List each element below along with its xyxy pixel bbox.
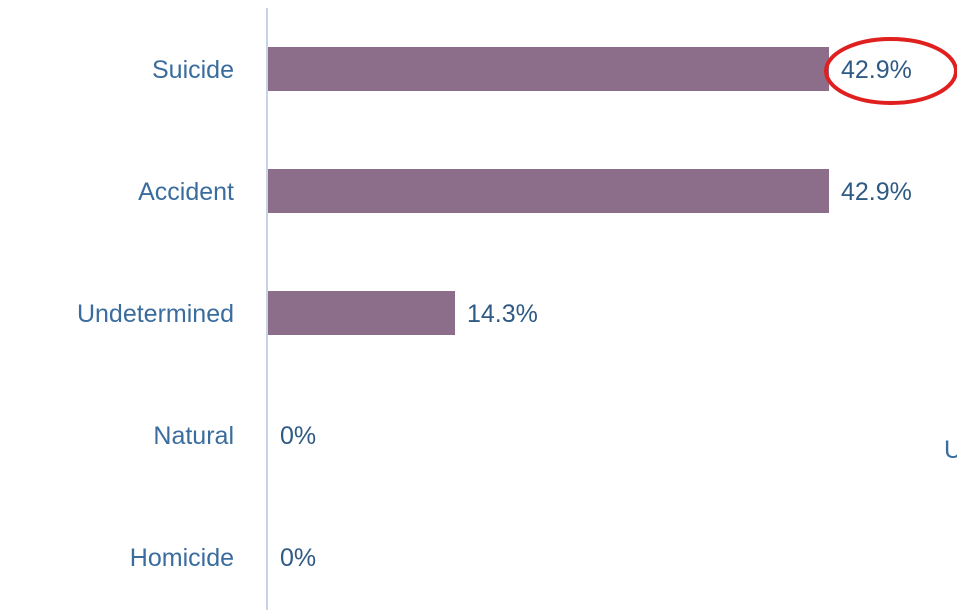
bar-accident [268,169,829,213]
value-label-natural: 0% [280,422,316,450]
value-label-accident: 42.9% [841,178,912,206]
value-label-undetermined: 14.3% [467,300,538,328]
category-label-undetermined: Undetermined [77,300,234,328]
partial-text: U [944,436,957,464]
category-label-accident: Accident [138,178,234,206]
category-label-suicide: Suicide [152,56,234,84]
category-label-homicide: Homicide [130,544,234,572]
value-label-homicide: 0% [280,544,316,572]
category-labels: Suicide Accident Undetermined Natural Homici… [77,56,234,572]
bar-undetermined [268,291,455,335]
highlight-ellipse [824,37,957,105]
bars-group [268,47,829,335]
value-labels: 42.9% 42.9% 14.3% 0% 0% [280,56,912,572]
bar-suicide [268,47,829,91]
category-label-natural: Natural [153,422,234,450]
value-label-suicide: 42.9% [841,56,912,84]
